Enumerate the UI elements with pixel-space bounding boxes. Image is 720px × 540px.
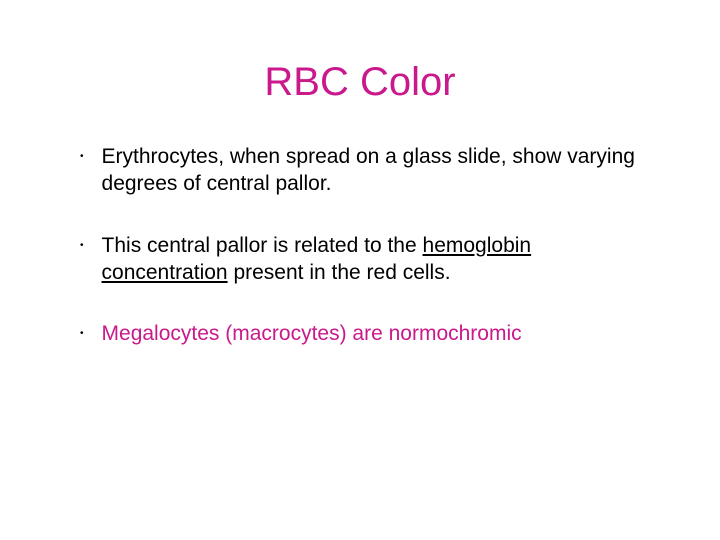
bullet-dot-icon: •	[80, 320, 84, 348]
bullet-text: This central pallor is related to the he…	[102, 232, 640, 287]
bullet-text: Megalocytes (macrocytes) are normochromi…	[102, 320, 522, 347]
bullet-segment: Megalocytes (macrocytes) are normochromi…	[102, 322, 522, 345]
slide-title-wrap: RBC Color	[80, 60, 640, 105]
bullet-segment: Erythrocytes, when spread on a glass sli…	[102, 145, 635, 195]
bullet-item: • Megalocytes (macrocytes) are normochrom…	[80, 320, 640, 348]
bullet-segment: present in the red cells.	[228, 261, 451, 284]
slide-title: RBC Color	[264, 60, 455, 104]
bullet-item: • This central pallor is related to the h…	[80, 232, 640, 287]
bullet-list: • Erythrocytes, when spread on a glass sl…	[80, 143, 640, 348]
slide: RBC Color • Erythrocytes, when spread on …	[0, 0, 720, 540]
bullet-item: • Erythrocytes, when spread on a glass sl…	[80, 143, 640, 198]
bullet-dot-icon: •	[80, 232, 84, 260]
bullet-text: Erythrocytes, when spread on a glass sli…	[102, 143, 640, 198]
bullet-segment: This central pallor is related to the	[102, 234, 423, 257]
bullet-dot-icon: •	[80, 143, 84, 171]
